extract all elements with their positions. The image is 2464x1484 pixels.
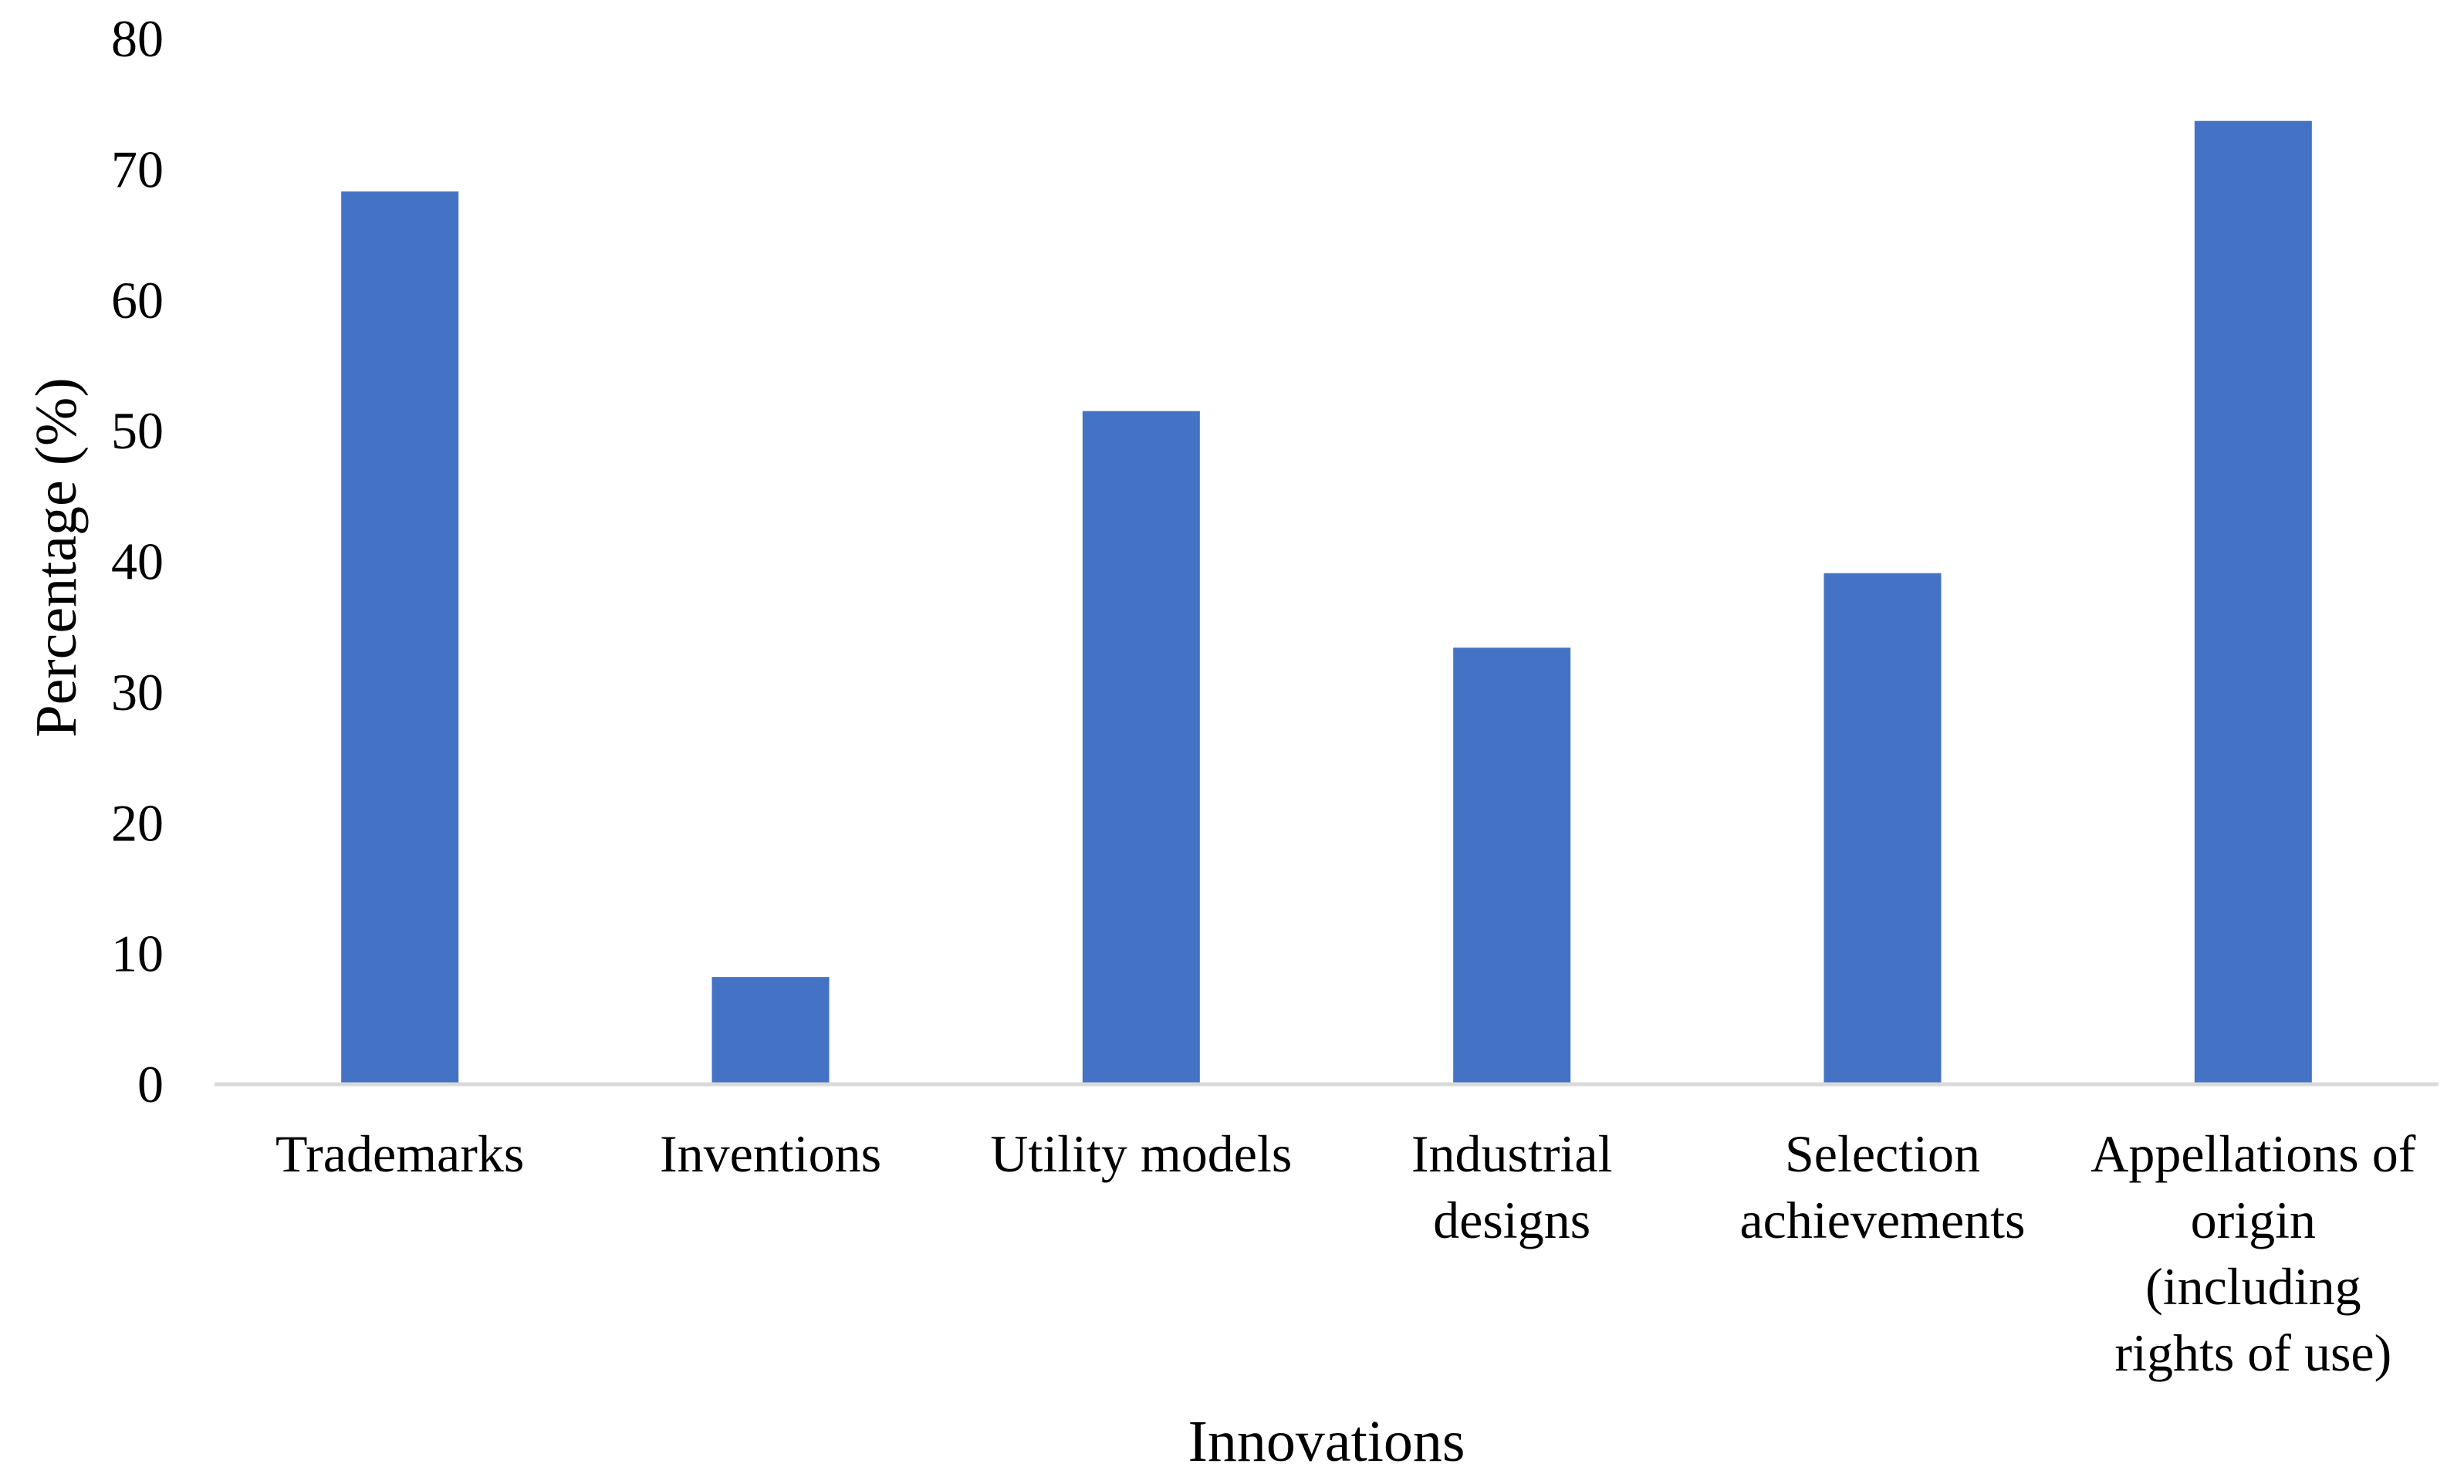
y-axis-ticks: 0 10 20 30 40 50 60 70 80 [111, 9, 164, 1114]
bar [711, 977, 830, 1084]
x-tick-label-line: Utility models [990, 1124, 1292, 1183]
x-tick-label: Utility models [990, 1124, 1292, 1183]
x-tick-label-line: achievements [1739, 1191, 2025, 1249]
y-tick-label: 80 [111, 9, 164, 68]
y-tick-label: 70 [111, 140, 164, 198]
x-tick-label: Appellations of origin (including rights of… [2091, 1124, 2416, 1382]
x-tick-label-line: designs [1433, 1191, 1590, 1249]
y-tick-label: 30 [111, 663, 164, 722]
x-tick-label-line: Trademarks [275, 1124, 524, 1183]
x-tick-label-line: Selection [1785, 1124, 1980, 1183]
bar [341, 191, 459, 1085]
x-tick-label: Inventions [660, 1124, 881, 1183]
x-tick-label: Trademarks [275, 1124, 524, 1183]
y-tick-label: 20 [111, 793, 164, 852]
y-tick-label: 10 [111, 925, 164, 983]
x-tick-label-line: origin [2191, 1191, 2316, 1249]
bar [1453, 647, 1571, 1084]
y-axis-title: Percentage (%) [24, 377, 89, 737]
bars [341, 120, 2312, 1085]
x-axis-title: Innovations [1188, 1409, 1465, 1474]
y-tick-label: 0 [137, 1055, 164, 1114]
bar [1823, 573, 1942, 1084]
bar [1082, 411, 1200, 1084]
y-tick-label: 50 [111, 401, 164, 460]
x-tick-label-line: Industrial [1411, 1124, 1613, 1183]
x-tick-label-line: (including [2145, 1257, 2361, 1316]
y-tick-label: 60 [111, 271, 164, 330]
x-tick-label-line: Appellations of [2091, 1124, 2416, 1183]
x-tick-label-line: Inventions [660, 1124, 881, 1183]
x-tick-label-line: rights of use) [2114, 1323, 2391, 1382]
x-axis-category-labels: Trademarks Inventions Utility models Indust… [275, 1124, 2416, 1382]
x-tick-label: Selection achievements [1739, 1124, 2025, 1249]
x-tick-label: Industrial designs [1411, 1124, 1613, 1249]
y-tick-label: 40 [111, 532, 164, 591]
bar [2194, 120, 2312, 1084]
